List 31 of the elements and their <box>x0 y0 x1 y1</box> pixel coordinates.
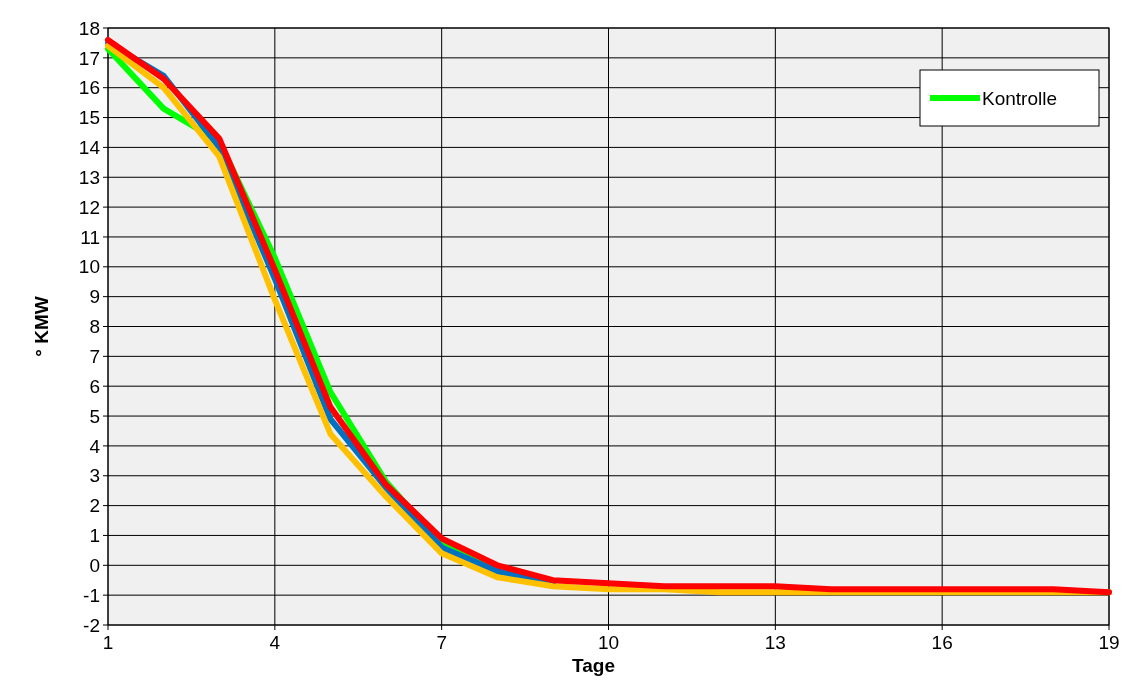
y-tick-label: 11 <box>80 226 100 248</box>
x-axis-title: Tage <box>572 655 615 676</box>
y-tick-label: 14 <box>78 137 101 159</box>
x-tick-label: 19 <box>1098 632 1120 653</box>
x-tick-label: 4 <box>269 632 281 653</box>
y-axis-title: ° KMW <box>31 296 52 357</box>
y-tick-label: 13 <box>78 166 100 188</box>
y-tick-label: 5 <box>89 405 100 427</box>
y-tick-label: 6 <box>89 375 100 397</box>
x-tick-label: 13 <box>764 632 786 653</box>
y-tick-label: 0 <box>89 554 100 576</box>
y-tick-label: 18 <box>78 17 100 39</box>
y-tick-label: 9 <box>89 286 100 308</box>
y-tick-label: 8 <box>89 316 100 338</box>
y-tick-label: -1 <box>83 584 100 606</box>
y-tick-label: 2 <box>89 495 100 517</box>
x-tick-label: 16 <box>931 632 953 653</box>
y-tick-label: 1 <box>89 525 100 547</box>
x-tick-label: 1 <box>102 632 114 653</box>
y-tick-label: 4 <box>89 435 101 457</box>
y-tick-label: 17 <box>78 47 100 69</box>
legend-label: Kontrolle <box>982 87 1057 109</box>
y-tick-label: 16 <box>78 77 100 99</box>
y-tick-label: 10 <box>78 256 100 278</box>
x-tick-label: 7 <box>436 632 447 653</box>
x-tick-label: 10 <box>597 632 620 653</box>
y-tick-label: 7 <box>89 346 100 367</box>
y-tick-label: -2 <box>83 614 100 636</box>
y-tick-label: 3 <box>89 465 100 487</box>
y-tick-label: 12 <box>78 196 100 218</box>
y-tick-label: 15 <box>78 107 100 129</box>
